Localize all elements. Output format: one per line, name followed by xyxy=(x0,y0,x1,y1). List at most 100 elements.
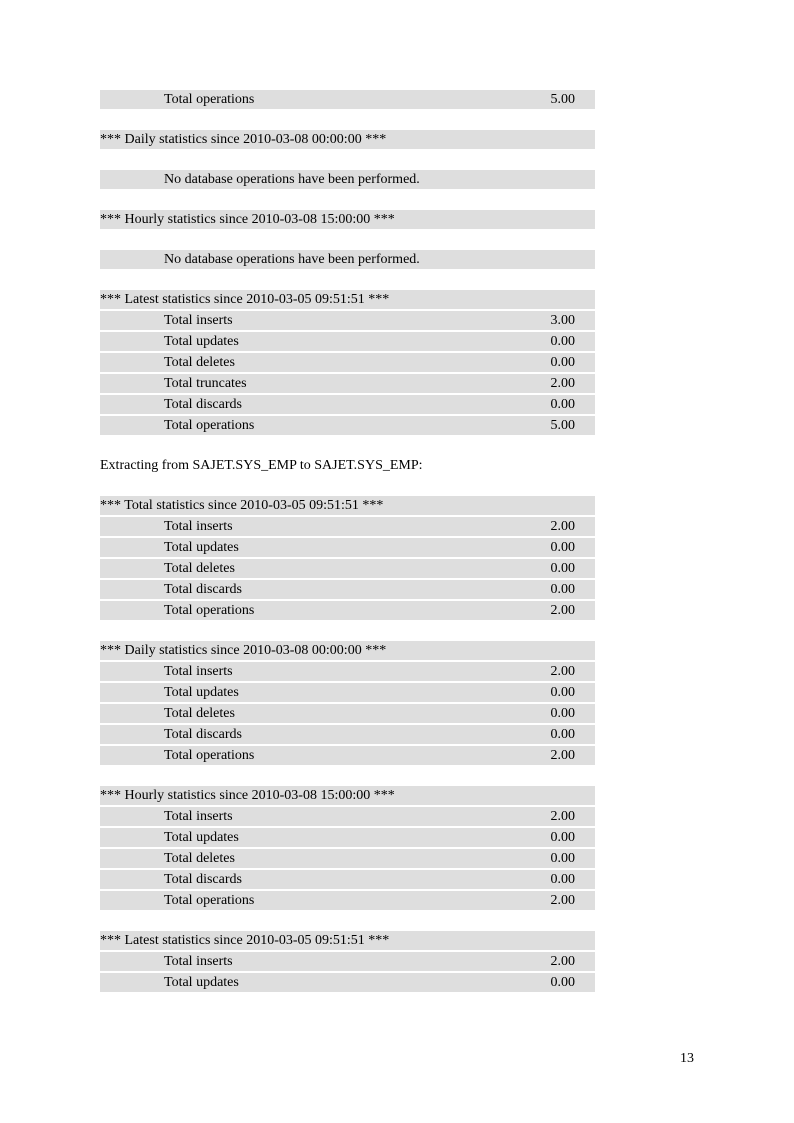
indent xyxy=(100,170,164,189)
stat-row: Total discards0.00 xyxy=(100,580,595,599)
indent xyxy=(100,353,164,372)
stat-label: Total deletes xyxy=(164,559,495,578)
content-area: Total operations5.00*** Daily statistics… xyxy=(100,90,595,992)
spacer xyxy=(100,151,595,170)
stat-label: Total deletes xyxy=(164,849,495,868)
indent xyxy=(100,828,164,847)
stat-value: 2.00 xyxy=(495,952,595,971)
indent xyxy=(100,332,164,351)
section-header: *** Daily statistics since 2010-03-08 00… xyxy=(100,641,595,660)
stat-row: Total discards0.00 xyxy=(100,870,595,889)
indent xyxy=(100,973,164,992)
stat-label: Total discards xyxy=(164,580,495,599)
stat-label: Total inserts xyxy=(164,311,495,330)
stat-label: Total updates xyxy=(164,332,495,351)
stat-row: Total discards0.00 xyxy=(100,395,595,414)
stat-row: Total operations2.00 xyxy=(100,891,595,910)
stat-label: Total inserts xyxy=(164,517,495,536)
stat-row: Total updates0.00 xyxy=(100,973,595,992)
section-header-text: *** Daily statistics since 2010-03-08 00… xyxy=(100,641,595,660)
page-number: 13 xyxy=(680,1051,694,1067)
stat-row: Total updates0.00 xyxy=(100,828,595,847)
message-text: No database operations have been perform… xyxy=(164,250,595,269)
stat-value: 0.00 xyxy=(495,538,595,557)
message-row: No database operations have been perform… xyxy=(100,170,595,189)
stat-label: Total deletes xyxy=(164,704,495,723)
stat-value: 0.00 xyxy=(495,870,595,889)
stat-value: 5.00 xyxy=(495,416,595,435)
indent xyxy=(100,849,164,868)
page-container: Total operations5.00*** Daily statistics… xyxy=(0,0,794,1123)
stat-row: Total inserts2.00 xyxy=(100,807,595,826)
stat-label: Total updates xyxy=(164,683,495,702)
indent xyxy=(100,374,164,393)
indent xyxy=(100,662,164,681)
section-header: *** Latest statistics since 2010-03-05 0… xyxy=(100,931,595,950)
spacer xyxy=(100,767,595,786)
stat-label: Total operations xyxy=(164,891,495,910)
stat-value: 0.00 xyxy=(495,973,595,992)
stat-label: Total operations xyxy=(164,601,495,620)
stat-value: 3.00 xyxy=(495,311,595,330)
stat-label: Total inserts xyxy=(164,807,495,826)
stat-row: Total inserts3.00 xyxy=(100,311,595,330)
spacer xyxy=(100,622,595,641)
message-row: No database operations have been perform… xyxy=(100,250,595,269)
spacer xyxy=(100,231,595,250)
plain-text-line: Extracting from SAJET.SYS_EMP to SAJET.S… xyxy=(100,456,595,475)
indent xyxy=(100,725,164,744)
stat-value: 5.00 xyxy=(495,90,595,109)
section-header: *** Daily statistics since 2010-03-08 00… xyxy=(100,130,595,149)
stat-label: Total updates xyxy=(164,828,495,847)
stat-label: Total discards xyxy=(164,395,495,414)
spacer xyxy=(100,191,595,210)
stat-row: Total updates0.00 xyxy=(100,683,595,702)
stat-value: 2.00 xyxy=(495,891,595,910)
indent xyxy=(100,891,164,910)
stat-value: 0.00 xyxy=(495,353,595,372)
stat-value: 0.00 xyxy=(495,559,595,578)
stat-row: Total deletes0.00 xyxy=(100,353,595,372)
spacer xyxy=(100,912,595,931)
section-header-text: *** Hourly statistics since 2010-03-08 1… xyxy=(100,210,595,229)
stat-label: Total discards xyxy=(164,870,495,889)
stat-value: 2.00 xyxy=(495,374,595,393)
stat-value: 0.00 xyxy=(495,332,595,351)
stat-row: Total operations2.00 xyxy=(100,746,595,765)
stat-value: 2.00 xyxy=(495,517,595,536)
stat-value: 0.00 xyxy=(495,395,595,414)
stat-label: Total inserts xyxy=(164,662,495,681)
spacer xyxy=(100,477,595,496)
stat-value: 0.00 xyxy=(495,683,595,702)
stat-label: Total inserts xyxy=(164,952,495,971)
stat-row: Total deletes0.00 xyxy=(100,704,595,723)
stat-row: Total operations5.00 xyxy=(100,416,595,435)
indent xyxy=(100,416,164,435)
spacer xyxy=(100,437,595,456)
section-header: *** Hourly statistics since 2010-03-08 1… xyxy=(100,210,595,229)
stat-label: Total discards xyxy=(164,725,495,744)
indent xyxy=(100,580,164,599)
indent xyxy=(100,395,164,414)
spacer xyxy=(100,111,595,130)
indent xyxy=(100,559,164,578)
stat-value: 2.00 xyxy=(495,746,595,765)
section-header: *** Total statistics since 2010-03-05 09… xyxy=(100,496,595,515)
stat-value: 2.00 xyxy=(495,662,595,681)
stat-label: Total operations xyxy=(164,746,495,765)
spacer xyxy=(100,271,595,290)
stat-label: Total updates xyxy=(164,538,495,557)
stat-row: Total inserts2.00 xyxy=(100,517,595,536)
indent xyxy=(100,952,164,971)
stat-row: Total operations5.00 xyxy=(100,90,595,109)
indent xyxy=(100,704,164,723)
indent xyxy=(100,517,164,536)
stat-row: Total inserts2.00 xyxy=(100,662,595,681)
indent xyxy=(100,311,164,330)
stat-row: Total operations2.00 xyxy=(100,601,595,620)
indent xyxy=(100,250,164,269)
stat-value: 0.00 xyxy=(495,725,595,744)
indent xyxy=(100,807,164,826)
stat-value: 0.00 xyxy=(495,849,595,868)
section-header: *** Hourly statistics since 2010-03-08 1… xyxy=(100,786,595,805)
